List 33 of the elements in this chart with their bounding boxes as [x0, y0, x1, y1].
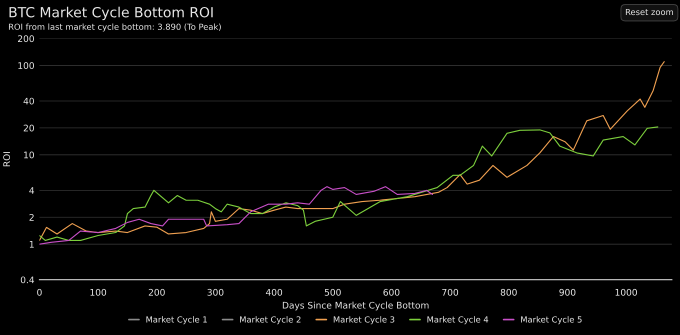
- x-tick-label: 900: [559, 288, 576, 296]
- y-axis-title: ROI: [3, 152, 10, 166]
- y-tick-label: 0.4: [20, 276, 34, 284]
- legend-label: Market Cycle 1: [146, 316, 207, 324]
- text: Reset zoom: [626, 8, 673, 16]
- x-tick-label: 700: [442, 288, 458, 296]
- chart-subtitle: ROI from last market cycle bottom: 3.890 (To Peak): [8, 23, 221, 32]
- x-axis-title: Days Since Market Cycle Bottom: [282, 302, 429, 310]
- x-tick-label: 300: [208, 288, 224, 296]
- x-tick-label: 400: [266, 288, 282, 296]
- line-series: [39, 126, 658, 242]
- legend-label: Market Cycle 3: [334, 316, 394, 324]
- x-tick-label: 1000: [616, 288, 637, 296]
- legend-label: Market Cycle 2: [240, 316, 300, 324]
- x-tick-label: 800: [500, 288, 517, 296]
- line-series: [39, 186, 434, 245]
- y-tick-label: 2: [29, 214, 34, 221]
- legend-label: Market Cycle 5: [521, 316, 582, 324]
- x-tick-label: 600: [383, 288, 400, 296]
- chart-title: BTC Market Cycle Bottom ROI: [10, 6, 213, 20]
- y-tick-label: 40: [24, 98, 34, 105]
- y-tick-label: 1: [30, 241, 34, 248]
- x-tick-label: 100: [90, 288, 106, 296]
- y-tick-label: 4: [29, 187, 34, 194]
- legend-label: Market Cycle 4: [427, 316, 488, 324]
- x-tick-label: 0: [37, 288, 42, 296]
- y-tick-label: 20: [24, 124, 34, 132]
- y-tick-label: 200: [18, 35, 34, 42]
- x-tick-label: 200: [148, 288, 165, 296]
- y-tick-label: 10: [24, 152, 34, 158]
- x-tick-label: 500: [324, 288, 341, 296]
- line-series: [39, 61, 665, 242]
- y-tick-label: 100: [18, 62, 34, 69]
